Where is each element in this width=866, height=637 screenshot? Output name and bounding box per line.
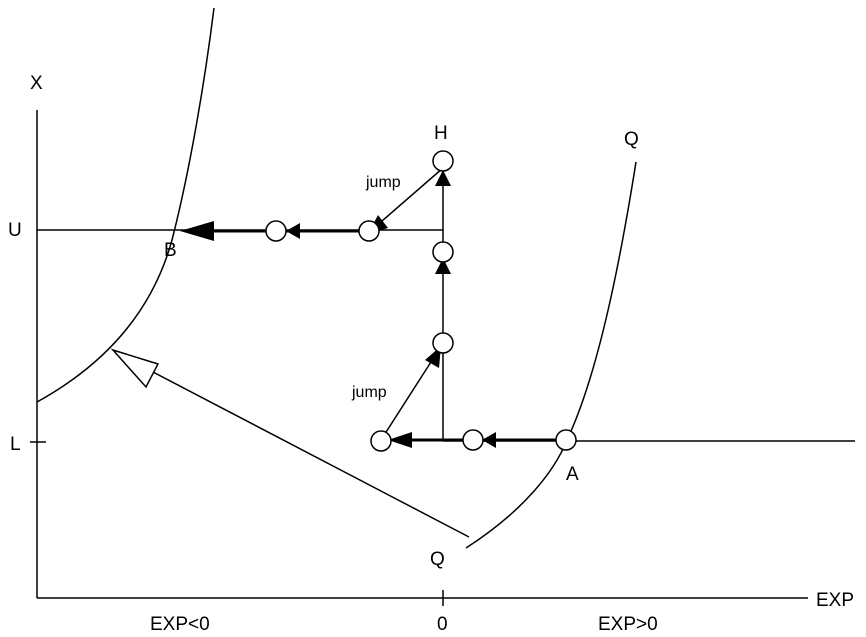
long-arrow-hollow-head bbox=[110, 348, 160, 389]
arrowhead-l-mid bbox=[482, 432, 496, 448]
jump-label-lower: jump bbox=[351, 384, 387, 401]
x-axis-label: EXP bbox=[816, 590, 854, 611]
x-tick-label-positive: EXP>0 bbox=[598, 614, 658, 635]
jump-arrow-upper bbox=[373, 167, 444, 229]
label-H: H bbox=[434, 123, 448, 144]
left-curve bbox=[36, 7, 215, 403]
circle-H bbox=[432, 150, 454, 172]
y-tick-label-U: U bbox=[8, 220, 22, 241]
y-axis-label: X bbox=[30, 73, 43, 94]
circle-l-middle bbox=[462, 429, 484, 451]
circle-upper-vertical bbox=[432, 241, 454, 263]
label-A: A bbox=[566, 464, 579, 485]
label-B: B bbox=[164, 240, 177, 261]
jump-label-upper: jump bbox=[365, 174, 401, 191]
arrowhead-up-middle bbox=[435, 258, 451, 274]
arrowhead-l-left bbox=[388, 432, 412, 448]
arrowhead-into-B bbox=[180, 221, 214, 241]
right-curve bbox=[465, 161, 637, 549]
x-tick-label-zero: 0 bbox=[437, 614, 448, 635]
circle-l-left bbox=[370, 430, 392, 452]
circle-u-left bbox=[265, 220, 287, 242]
circle-A bbox=[555, 429, 577, 451]
y-tick-label-L: L bbox=[10, 434, 21, 455]
long-arrow bbox=[129, 359, 470, 538]
arrowhead-up-H bbox=[435, 170, 451, 186]
x-tick-label-negative: EXP<0 bbox=[150, 614, 210, 635]
label-Q-top: Q bbox=[624, 129, 639, 150]
jump-arrow-lower bbox=[380, 350, 439, 441]
circle-u-right bbox=[358, 220, 380, 242]
circle-lower-vertical bbox=[432, 332, 454, 354]
arrowhead-into-u-circle bbox=[286, 223, 300, 239]
label-Q-bottom: Q bbox=[430, 549, 445, 570]
